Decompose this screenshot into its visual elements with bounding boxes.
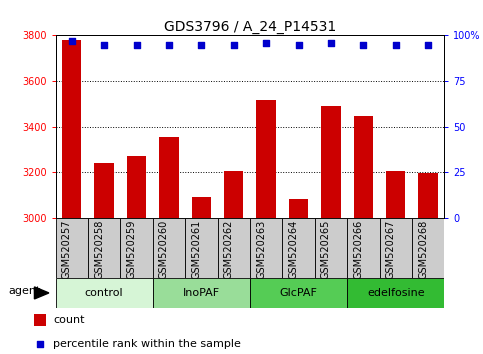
Bar [321, 106, 341, 218]
Bar [159, 137, 179, 218]
Text: GSM520257: GSM520257 [62, 219, 72, 279]
Text: GSM520261: GSM520261 [191, 219, 201, 279]
Bar [418, 173, 438, 218]
Point [230, 42, 238, 47]
Point [359, 42, 367, 47]
Bar [256, 100, 276, 218]
Text: GSM520267: GSM520267 [386, 219, 396, 279]
Text: GSM520268: GSM520268 [418, 219, 428, 279]
Bar [347, 218, 380, 278]
Text: GSM520264: GSM520264 [288, 219, 298, 279]
Text: GSM520260: GSM520260 [159, 219, 169, 279]
Bar [380, 218, 412, 278]
Bar [185, 218, 217, 278]
Text: edelfosine: edelfosine [367, 288, 425, 298]
Point [198, 42, 205, 47]
Point [392, 42, 399, 47]
Text: GlcPAF: GlcPAF [280, 288, 317, 298]
Text: count: count [53, 315, 85, 325]
Text: control: control [85, 288, 124, 298]
Text: GSM520266: GSM520266 [354, 219, 363, 279]
Text: percentile rank within the sample: percentile rank within the sample [53, 339, 241, 349]
Title: GDS3796 / A_24_P14531: GDS3796 / A_24_P14531 [164, 21, 336, 34]
Point [424, 42, 432, 47]
Point [36, 341, 43, 347]
Bar [56, 218, 88, 278]
Bar [315, 218, 347, 278]
Bar [34, 314, 46, 326]
Bar [153, 218, 185, 278]
Text: GSM520259: GSM520259 [127, 219, 137, 279]
Bar [153, 278, 250, 308]
Bar [120, 218, 153, 278]
Text: GSM520262: GSM520262 [224, 219, 234, 279]
Bar [386, 171, 405, 218]
Bar [354, 116, 373, 218]
Bar [250, 218, 283, 278]
Bar [283, 218, 315, 278]
Point [165, 42, 173, 47]
Text: GSM520258: GSM520258 [94, 219, 104, 279]
Point [133, 42, 141, 47]
Bar [127, 156, 146, 218]
Text: agent: agent [8, 286, 41, 296]
Bar [412, 218, 444, 278]
Point [295, 42, 302, 47]
Bar [56, 278, 153, 308]
Point [68, 38, 76, 44]
Bar [250, 278, 347, 308]
Point [262, 40, 270, 46]
Bar [95, 163, 114, 218]
Bar [192, 197, 211, 218]
Point [100, 42, 108, 47]
Bar [88, 218, 120, 278]
Text: InoPAF: InoPAF [183, 288, 220, 298]
Bar [224, 171, 243, 218]
Bar [217, 218, 250, 278]
Point [327, 40, 335, 46]
Bar [62, 40, 82, 218]
Bar [289, 200, 308, 218]
Text: GSM520265: GSM520265 [321, 219, 331, 279]
Bar [347, 278, 444, 308]
Text: GSM520263: GSM520263 [256, 219, 266, 279]
Polygon shape [34, 287, 49, 299]
